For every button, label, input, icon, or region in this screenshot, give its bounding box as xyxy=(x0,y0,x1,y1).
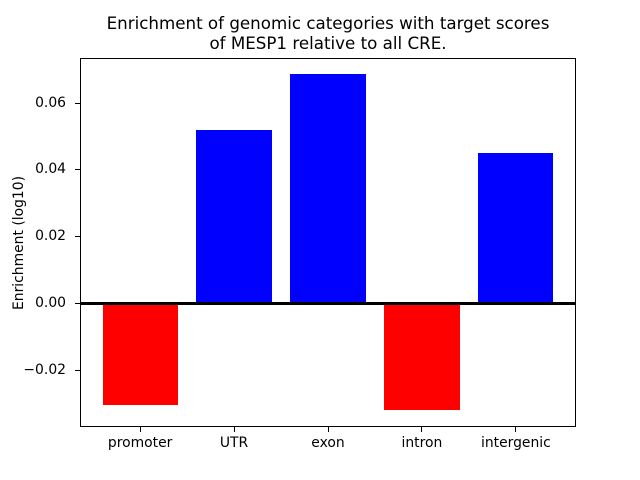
y-tick-label-0.02: 0.02 xyxy=(35,228,66,245)
y-tick-label-0.00: 0.00 xyxy=(35,295,66,312)
y-tick-mark xyxy=(75,169,80,171)
x-tick-label-exon: exon xyxy=(311,434,345,451)
x-tick-label-promoter: promoter xyxy=(107,434,173,451)
x-tick-mark xyxy=(233,427,235,433)
zero-line xyxy=(81,302,575,306)
x-tick-label-intron: intron xyxy=(401,434,443,451)
x-tick-mark xyxy=(421,427,423,433)
y-tick-label-−0.02: −0.02 xyxy=(23,361,66,378)
y-tick-mark xyxy=(75,102,80,104)
y-tick-label-0.04: 0.04 xyxy=(35,161,66,178)
chart-title: Enrichment of genomic categories with ta… xyxy=(80,13,576,53)
plot-area xyxy=(80,57,576,428)
x-tick-label-intergenic: intergenic xyxy=(480,434,551,451)
y-tick-mark xyxy=(75,303,80,305)
x-tick-mark xyxy=(139,427,141,433)
bar-exon xyxy=(290,73,366,304)
chart-title-line-2: of MESP1 relative to all CRE. xyxy=(209,32,447,53)
x-tick-mark xyxy=(327,427,329,433)
chart-title-line-1: Enrichment of genomic categories with ta… xyxy=(106,13,550,33)
bar-UTR xyxy=(196,130,272,304)
bar-promoter xyxy=(102,303,178,406)
y-tick-label-0.06: 0.06 xyxy=(35,94,66,111)
x-tick-mark xyxy=(515,427,517,433)
y-tick-mark xyxy=(75,369,80,371)
y-tick-mark xyxy=(75,236,80,238)
bar-intron xyxy=(384,303,460,411)
x-tick-label-UTR: UTR xyxy=(219,434,249,451)
bar-intergenic xyxy=(478,152,554,304)
